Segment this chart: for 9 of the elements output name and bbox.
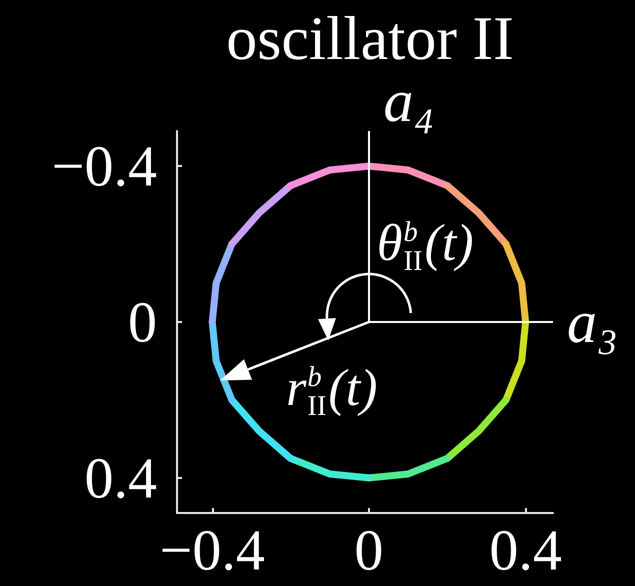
x-tick-label: 0 <box>354 518 384 582</box>
annotation: θ$^{b}$$_{II}$(t) <box>376 215 474 278</box>
y-tick-label: 0 <box>128 290 157 354</box>
x-tick-label: 0.4 <box>489 518 562 582</box>
x-tick-label: −0.4 <box>160 518 265 582</box>
ref-line-label: a₃ <box>567 289 618 355</box>
y-tick-label: −0.4 <box>52 134 157 199</box>
y-tick-label: 0.4 <box>84 445 157 510</box>
annotation: r$^{b}$$_{II}$(t) <box>286 360 378 422</box>
